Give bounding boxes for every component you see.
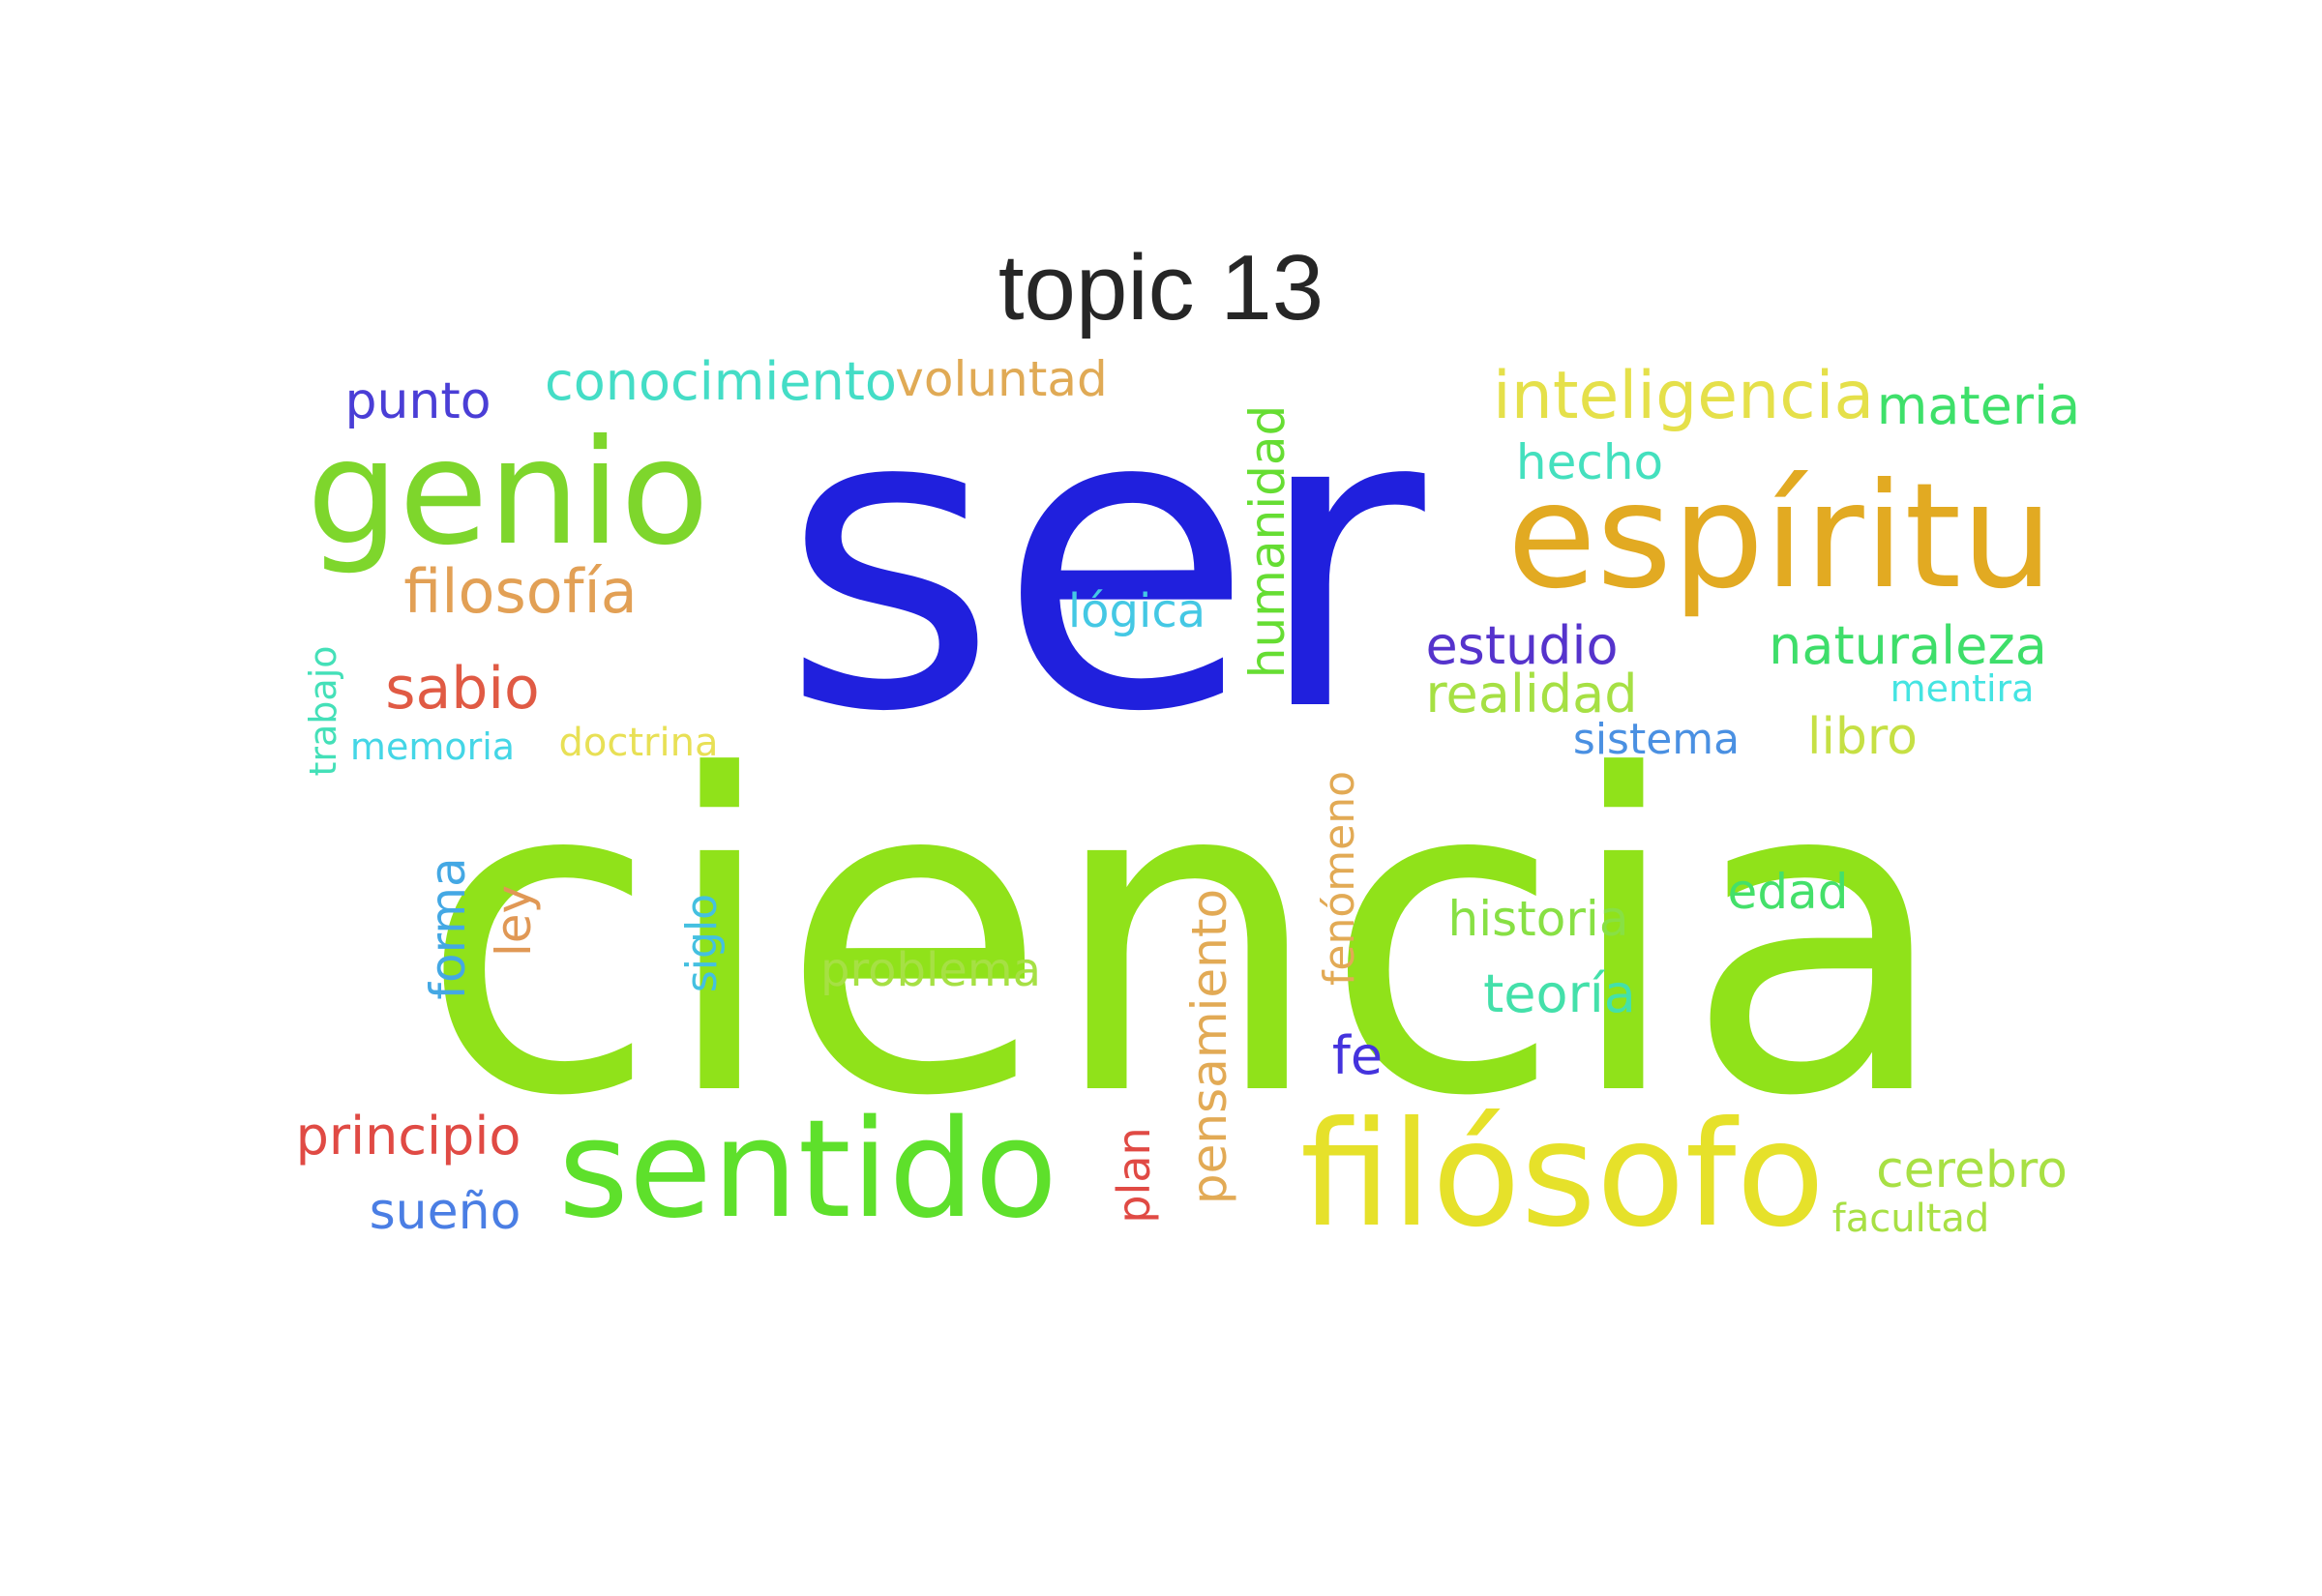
word-filosofia: filosofía <box>403 556 638 627</box>
word-edad: edad <box>1727 864 1849 920</box>
word-principio: principio <box>295 1106 521 1167</box>
word-inteligencia: inteligencia <box>1492 358 1875 434</box>
figure-title: topic 13 <box>997 236 1325 340</box>
word-espiritu: espíritu <box>1506 453 2054 621</box>
word-logica: lógica <box>1067 584 1206 638</box>
word-humanidad: humanidad <box>1239 404 1295 679</box>
word-fe: fe <box>1331 1025 1384 1086</box>
word-libro: libro <box>1807 708 1918 766</box>
word-voluntad: voluntad <box>895 351 1108 407</box>
word-filosofo: filósofo <box>1299 1091 1826 1259</box>
word-estudio: estudio <box>1425 615 1619 676</box>
word-problema: problema <box>819 943 1042 997</box>
word-ley: ley <box>486 884 542 958</box>
word-ser: ser <box>781 319 1425 803</box>
word-sueno: sueño <box>369 1183 521 1241</box>
word-forma: forma <box>420 857 476 1000</box>
word-siglo: siglo <box>677 893 727 993</box>
word-punto: punto <box>344 372 491 430</box>
word-pensamiento: pensamiento <box>1181 888 1237 1205</box>
word-fenomeno: fenómeno <box>1315 770 1364 987</box>
word-cerebro: cerebro <box>1876 1141 2068 1199</box>
word-genio: genio <box>306 409 710 577</box>
word-materia: materia <box>1876 375 2081 436</box>
word-facultad: facultad <box>1831 1197 1990 1241</box>
word-doctrina: doctrina <box>558 721 719 765</box>
word-hecho: hecho <box>1515 434 1664 490</box>
word-teoria: teoría <box>1483 963 1636 1024</box>
word-realidad: realidad <box>1425 664 1638 724</box>
word-naturaleza: naturaleza <box>1769 615 2047 676</box>
word-plan: plan <box>1108 1127 1160 1224</box>
word-sentido: sentido <box>557 1091 1058 1249</box>
word-historia: historia <box>1447 891 1629 947</box>
word-sistema: sistema <box>1572 715 1741 764</box>
word-ciencia: ciencia <box>419 685 1951 1192</box>
word-memoria: memoria <box>349 725 516 768</box>
word-conocimiento: conocimiento <box>545 351 897 412</box>
word-sabio: sabio <box>385 655 540 723</box>
word-trabajo: trabajo <box>302 645 344 777</box>
word-mentira: mentira <box>1890 667 2035 710</box>
